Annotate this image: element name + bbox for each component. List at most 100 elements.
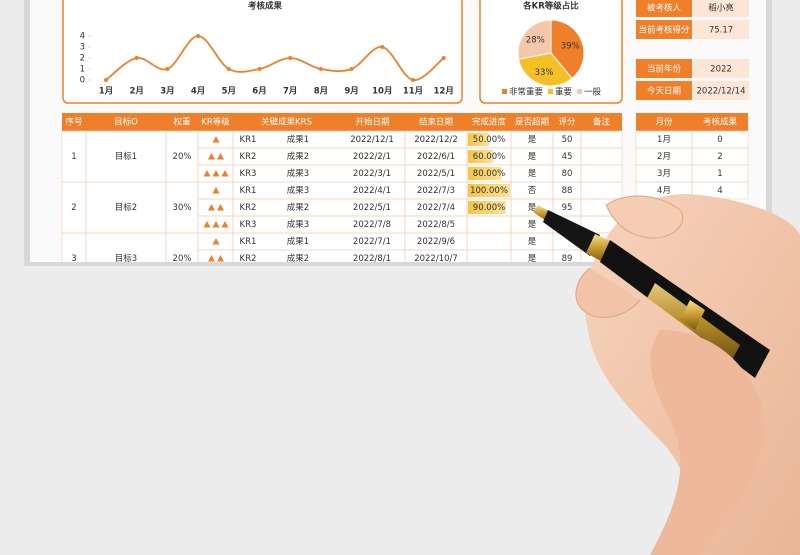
line-card bbox=[62, 0, 463, 104]
pie-label: 39% bbox=[561, 42, 580, 52]
start-date: 2022/12/1 bbox=[350, 135, 394, 145]
seq: 2 bbox=[71, 203, 76, 213]
month-header-cell: 月份 bbox=[655, 117, 673, 128]
x-tick-label: 4月 bbox=[191, 87, 205, 97]
level-marker bbox=[212, 238, 220, 245]
goal: 目标1 bbox=[115, 151, 137, 162]
info-value: 2022 bbox=[710, 65, 732, 75]
header-cell: 备注 bbox=[593, 117, 611, 128]
finger bbox=[575, 267, 641, 318]
result: 成果3 bbox=[287, 219, 309, 230]
level-marker bbox=[212, 187, 220, 194]
line-series bbox=[105, 35, 445, 81]
line-point bbox=[165, 67, 170, 71]
result: 成果3 bbox=[287, 185, 309, 196]
progress-bar bbox=[468, 184, 510, 197]
progress-bar bbox=[468, 133, 489, 146]
weight: 20% bbox=[173, 152, 192, 162]
month-cell: 0 bbox=[717, 135, 722, 145]
info-value-cell bbox=[693, 20, 749, 39]
level-marker bbox=[208, 153, 215, 160]
month-cell: 1月 bbox=[657, 135, 671, 145]
header-cell: 是否超期 bbox=[515, 117, 549, 128]
start-date: 2022/2/1 bbox=[353, 152, 391, 162]
level-marker bbox=[217, 255, 224, 262]
start-date: 2022/7/1 bbox=[353, 237, 391, 247]
y-tick-label: 4 bbox=[80, 32, 85, 42]
info-label-cell bbox=[636, 59, 692, 78]
end-date: 2022/9/6 bbox=[417, 237, 455, 247]
month-cell: 1 bbox=[717, 169, 722, 179]
level-marker bbox=[208, 255, 215, 262]
month-cell: 2月 bbox=[657, 152, 671, 162]
info-value: 稻小亮 bbox=[708, 3, 734, 14]
weight: 20% bbox=[173, 254, 192, 264]
info-value-cell bbox=[693, 59, 749, 78]
kr: KR1 bbox=[240, 186, 257, 196]
legend-label: 一般 bbox=[584, 87, 602, 98]
line-point bbox=[441, 56, 446, 60]
goal: 目标2 bbox=[115, 202, 137, 213]
overdue: 是 bbox=[528, 203, 537, 213]
end-date: 2022/7/4 bbox=[417, 203, 455, 213]
info-label: 今天日期 bbox=[647, 86, 681, 97]
x-tick-label: 1月 bbox=[99, 87, 113, 97]
pie-label: 33% bbox=[535, 68, 554, 78]
end-date: 2022/6/1 bbox=[417, 152, 455, 162]
header-cell: 完成进度 bbox=[472, 117, 507, 128]
start-date: 2022/4/1 bbox=[353, 186, 391, 196]
end-date: 2022/10/7 bbox=[414, 254, 458, 264]
overdue: 是 bbox=[528, 169, 537, 179]
overdue: 是 bbox=[528, 254, 537, 264]
line-point bbox=[226, 67, 231, 71]
level-marker bbox=[217, 204, 224, 211]
chart-title: 各KR等级占比 bbox=[522, 1, 579, 12]
score: 89 bbox=[562, 254, 573, 264]
month-cell: 4 bbox=[717, 186, 722, 196]
info-value-cell bbox=[693, 81, 749, 100]
seq: 1 bbox=[71, 152, 76, 162]
overdue: 是 bbox=[528, 152, 537, 162]
line-point bbox=[411, 78, 415, 82]
kr: KR2 bbox=[240, 254, 257, 264]
pie-slice bbox=[517, 19, 552, 60]
index-finger bbox=[605, 195, 683, 239]
kr: KR1 bbox=[240, 237, 257, 247]
result: 成果3 bbox=[287, 168, 309, 179]
goal: 目标3 bbox=[115, 253, 137, 264]
progress-label: 90.00% bbox=[473, 203, 505, 213]
thumb bbox=[650, 330, 764, 555]
line-point bbox=[134, 56, 139, 60]
legend-swatch bbox=[502, 89, 507, 94]
kr: KR2 bbox=[240, 203, 257, 213]
pie-slice bbox=[550, 19, 585, 80]
line-point bbox=[196, 34, 201, 38]
month-header bbox=[636, 113, 748, 131]
pie-slice bbox=[517, 52, 573, 87]
line-point bbox=[380, 45, 385, 49]
overdue: 否 bbox=[528, 186, 537, 196]
info-label: 当前年份 bbox=[647, 64, 682, 75]
x-tick-label: 3月 bbox=[160, 87, 174, 97]
result: 成果2 bbox=[287, 202, 309, 213]
level-marker bbox=[217, 153, 224, 160]
end-date: 2022/8/5 bbox=[417, 220, 455, 230]
legend-label: 非常重要 bbox=[509, 87, 544, 98]
header-cell: 评分 bbox=[558, 118, 576, 128]
x-tick-label: 6月 bbox=[252, 87, 266, 97]
kr: KR3 bbox=[240, 220, 257, 230]
info-label: 被考核人 bbox=[647, 3, 682, 14]
result: 成果1 bbox=[287, 236, 309, 247]
x-tick-label: 11月 bbox=[403, 87, 423, 97]
x-tick-label: 7月 bbox=[283, 87, 297, 97]
header-cell: 权重 bbox=[173, 117, 191, 128]
line-point bbox=[257, 67, 262, 71]
level-marker bbox=[221, 221, 229, 228]
result: 成果2 bbox=[287, 253, 309, 264]
kr: KR2 bbox=[240, 152, 257, 162]
y-tick-label: 0 bbox=[80, 76, 85, 86]
progress-label: 80.00% bbox=[473, 169, 505, 179]
level-marker bbox=[208, 204, 215, 211]
header-cell: 关键成果KRS bbox=[261, 117, 312, 128]
